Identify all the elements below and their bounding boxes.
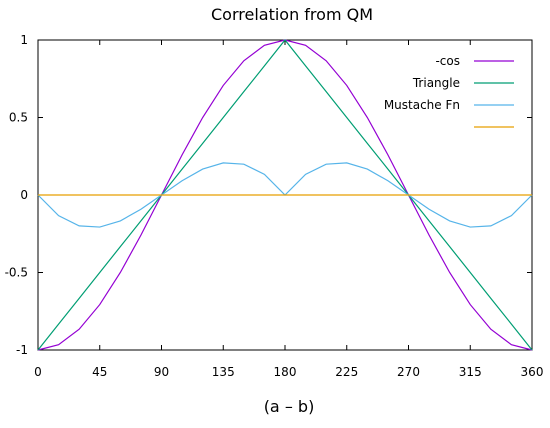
x-tick-label: 225 xyxy=(335,365,358,379)
y-tick-label: 0.5 xyxy=(9,111,28,125)
plot-area: 0 45 90 135 180 225 270 315 360 1 0.5 0 -0.5 -1 -cos Tr… xyxy=(5,33,544,379)
y-tick-label: 0 xyxy=(20,188,28,202)
x-tick-label: 180 xyxy=(274,365,297,379)
legend-label: Triangle xyxy=(412,76,460,90)
series-line-triangle xyxy=(37,39,533,351)
x-tick-label: 360 xyxy=(521,365,544,379)
legend-label: Mustache Fn xyxy=(384,98,460,112)
chart-title: Correlation from QM xyxy=(211,5,373,24)
y-tick-label: 1 xyxy=(20,33,28,47)
x-tick-label: 45 xyxy=(92,365,107,379)
legend-label: -cos xyxy=(435,54,460,68)
x-tick-label: 135 xyxy=(212,365,235,379)
x-tick-label: 315 xyxy=(459,365,482,379)
x-tick-label: 90 xyxy=(154,365,169,379)
y-tick-label: -0.5 xyxy=(5,266,28,280)
x-axis-label: (a – b) xyxy=(264,397,315,416)
y-tick-label: -1 xyxy=(16,343,28,357)
x-tick-label: 270 xyxy=(397,365,420,379)
x-tick-label: 0 xyxy=(34,365,42,379)
